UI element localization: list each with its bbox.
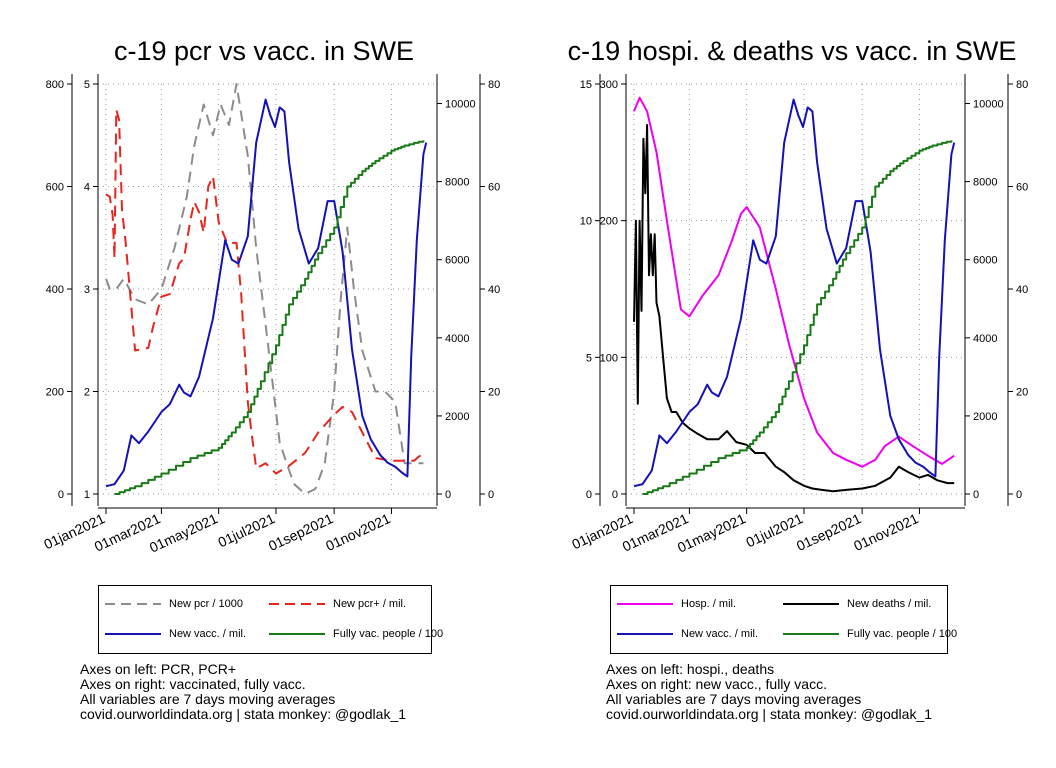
y-tick-label: 0	[586, 489, 592, 501]
note-line: All variables are 7 days moving averages	[80, 691, 336, 707]
x-tick-label: 01sep2021	[794, 510, 864, 554]
legend-item-new-vacc: New vacc. / mil.	[617, 628, 758, 640]
legend-item-fully-vacc: Fully vac. people / 100	[269, 628, 443, 640]
y-tick-label: 10000	[445, 99, 476, 111]
y-tick-label: 4000	[973, 333, 997, 345]
legend-swatch	[783, 603, 839, 605]
y-tick-label: 200	[46, 387, 64, 399]
y-tick-label: 0	[58, 489, 64, 501]
legend-label: Fully vac. people / 100	[333, 628, 444, 640]
y-tick-label: 600	[46, 182, 64, 194]
y-tick-label: 0	[488, 489, 494, 501]
y-tick-label: 10	[580, 216, 592, 228]
x-tick-label: 01nov2021	[323, 510, 393, 554]
y-tick-label: 60	[488, 182, 500, 194]
chart-title: c-19 hospi. & deaths vs vacc. in SWE	[567, 36, 1017, 66]
y-tick-label: 8000	[445, 177, 469, 189]
chart-notes: Axes on left: PCR, PCR+ Axes on right: v…	[80, 662, 406, 722]
series-line-new-pcr-1000	[105, 83, 424, 495]
note-line: covid.ourworldindata.org | stata monkey:…	[80, 706, 407, 722]
y-tick-label: 5	[586, 352, 592, 364]
y-tick-label: 10000	[973, 99, 1004, 111]
y-tick-label: 100	[600, 352, 618, 364]
y-tick-label: 2000	[973, 411, 997, 423]
y-tick-label: 80	[1016, 79, 1028, 91]
legend-swatch	[105, 603, 161, 605]
legend-item-deaths: New deaths / mil.	[783, 598, 931, 610]
series-line-new-deaths-mil	[633, 124, 955, 493]
y-tick-label: 8000	[973, 177, 997, 189]
legend-label: New pcr+ / mil.	[333, 598, 407, 610]
legend-label: Hosp. / mil.	[681, 598, 737, 610]
note-line: Axes on left: PCR, PCR+	[80, 661, 237, 677]
y-tick-label: 40	[488, 284, 500, 296]
y-tick-label: 60	[1016, 182, 1028, 194]
y-tick-label: 6000	[973, 255, 997, 267]
legend-label: Fully vac. people / 100	[847, 628, 958, 640]
y-tick-label: 40	[1016, 284, 1028, 296]
y-tick-label: 0	[1016, 489, 1022, 501]
x-tick-label: 01nov2021	[851, 510, 921, 554]
note-line: Axes on right: new vacc., fully vacc.	[606, 676, 827, 692]
legend-item-new-vacc: New vacc. / mil.	[105, 628, 246, 640]
legend-label: New vacc. / mil.	[681, 628, 759, 640]
y-tick-label: 0	[612, 489, 618, 501]
x-tick-label: 01sep2021	[266, 510, 336, 554]
y-tick-label: 200	[600, 216, 618, 228]
series-line-new-pcr-mil	[105, 108, 425, 475]
series-line-new-vacc-mil	[633, 98, 956, 488]
chart-title: c-19 pcr vs vacc. in SWE	[113, 36, 415, 66]
legend-swatch	[783, 633, 839, 635]
y-tick-label: 20	[1016, 387, 1028, 399]
y-tick-label: 0	[445, 489, 451, 501]
y-tick-label: 3	[84, 284, 90, 296]
y-tick-label: 4	[84, 182, 90, 194]
chart-notes: Axes on left: hospi., deaths Axes on rig…	[606, 662, 932, 722]
y-tick-label: 400	[46, 284, 64, 296]
note-line: covid.ourworldindata.org | stata monkey:…	[606, 706, 933, 722]
y-tick-label: 20	[488, 387, 500, 399]
legend-swatch	[269, 633, 325, 635]
y-tick-label: 300	[600, 79, 618, 91]
legend-label: New vacc. / mil.	[169, 628, 247, 640]
y-tick-label: 1	[84, 489, 90, 501]
chart-legend: New pcr / 1000 New pcr+ / mil. New vacc.…	[98, 585, 443, 654]
hospi-deaths-vacc-chart: 0 5 10 15 0 100 200 300 0 2000 4000 6000 8000 10000 0 2…	[569, 74, 1028, 556]
pcr-vacc-chart: 0200400600800123450200040006000800010000…	[41, 74, 500, 556]
legend-swatch	[269, 603, 325, 605]
legend-item-hosp: Hosp. / mil.	[617, 598, 736, 610]
note-line: All variables are 7 days moving averages	[606, 691, 862, 707]
series-line-new-vacc-mil	[105, 98, 428, 488]
y-tick-label: 2000	[445, 411, 469, 423]
note-line: Axes on left: hospi., deaths	[606, 661, 775, 677]
series-line-fully-vac-people-100	[114, 140, 425, 495]
legend-item-pcr: New pcr / 1000	[105, 598, 243, 610]
y-tick-label: 0	[973, 489, 979, 501]
legend-item-pcr-positive: New pcr+ / mil.	[269, 598, 406, 610]
series-line-fully-vac-people-100	[642, 140, 953, 495]
legend-label: New pcr / 1000	[169, 598, 243, 610]
legend-item-fully-vacc: Fully vac. people / 100	[783, 628, 957, 640]
y-tick-label: 15	[580, 79, 592, 91]
legend-swatch	[105, 633, 161, 635]
y-tick-label: 800	[46, 79, 64, 91]
left-chart-panel: c-19 pcr vs vacc. in SWE 0 200 400 600 800 1 2…	[41, 36, 500, 722]
legend-swatch	[617, 603, 673, 605]
legend-label: New deaths / mil.	[847, 598, 932, 610]
note-line: Axes on right: vaccinated, fully vacc.	[80, 676, 306, 692]
chart-legend: Hosp. / mil. New deaths / mil. New vacc.…	[610, 585, 957, 654]
legend-swatch	[617, 633, 673, 635]
y-tick-label: 4000	[445, 333, 469, 345]
y-tick-label: 80	[488, 79, 500, 91]
series-line-hosp-mil	[633, 96, 955, 468]
y-tick-label: 5	[84, 79, 90, 91]
y-tick-label: 2	[84, 387, 90, 399]
y-tick-label: 6000	[445, 255, 469, 267]
